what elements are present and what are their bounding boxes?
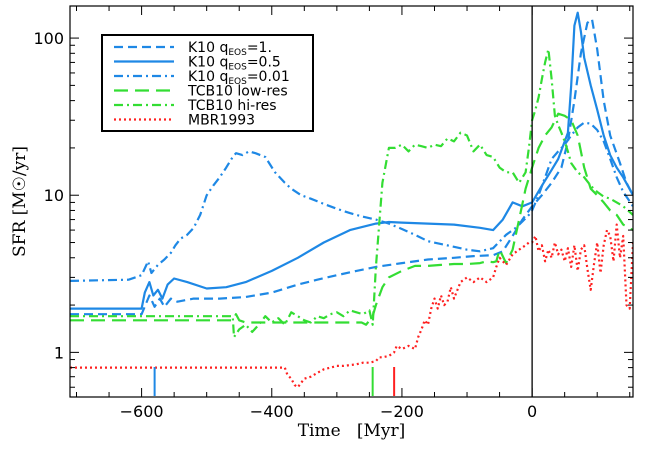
- legend-label-subscript: EOS: [228, 63, 247, 73]
- legend-label: K10 qEOS=1.: [188, 40, 272, 58]
- x-tick-label: 0: [527, 402, 537, 421]
- legend-label-rest: =0.01: [247, 69, 290, 85]
- legend-label-rest: =0.5: [247, 55, 281, 71]
- x-tick-label: −600: [120, 402, 164, 421]
- y-axis-title: SFR [M☉/yr]: [10, 146, 30, 257]
- series-line-6: [70, 223, 633, 389]
- y-tick-label: 10: [44, 186, 64, 205]
- tick-layer: −600 −400 −200 0 1 10 100: [33, 6, 633, 421]
- legend-box: [101, 34, 314, 132]
- legend-label-subscript: EOS: [228, 77, 247, 87]
- series-layer: [70, 11, 633, 389]
- series-line-5: [70, 48, 633, 339]
- series-line-2: [70, 11, 633, 310]
- legend-label: TCB10 low-res: [187, 84, 288, 100]
- plot-frame: [69, 5, 634, 398]
- legend-label-main: K10 q: [188, 55, 228, 71]
- series-line-4: [70, 112, 633, 326]
- legend-label-main: MBR1993: [188, 113, 255, 129]
- legend-label-main: K10 q: [188, 40, 228, 56]
- marker-layer: [153, 367, 396, 396]
- legend-label: K10 qEOS=0.01: [188, 69, 290, 87]
- legend-label: TCB10 hi-res: [187, 98, 277, 114]
- legend-label: K10 qEOS=0.5: [188, 55, 281, 73]
- y-tick-label: 100: [33, 29, 64, 48]
- legend-label: MBR1993: [188, 113, 255, 129]
- legend-label-subscript: EOS: [228, 48, 247, 58]
- x-tick-label: −200: [380, 402, 424, 421]
- legend-label-rest: =1.: [247, 40, 272, 56]
- legend-label-main: TCB10 low-res: [187, 84, 288, 100]
- x-axis-title: Time [Myr]: [298, 421, 406, 441]
- legend-label-main: K10 q: [188, 69, 228, 85]
- legend-label-main: TCB10 hi-res: [187, 98, 277, 114]
- x-tick-label: −400: [250, 402, 294, 421]
- series-line-3: [70, 121, 633, 282]
- y-tick-label: 1: [54, 343, 64, 362]
